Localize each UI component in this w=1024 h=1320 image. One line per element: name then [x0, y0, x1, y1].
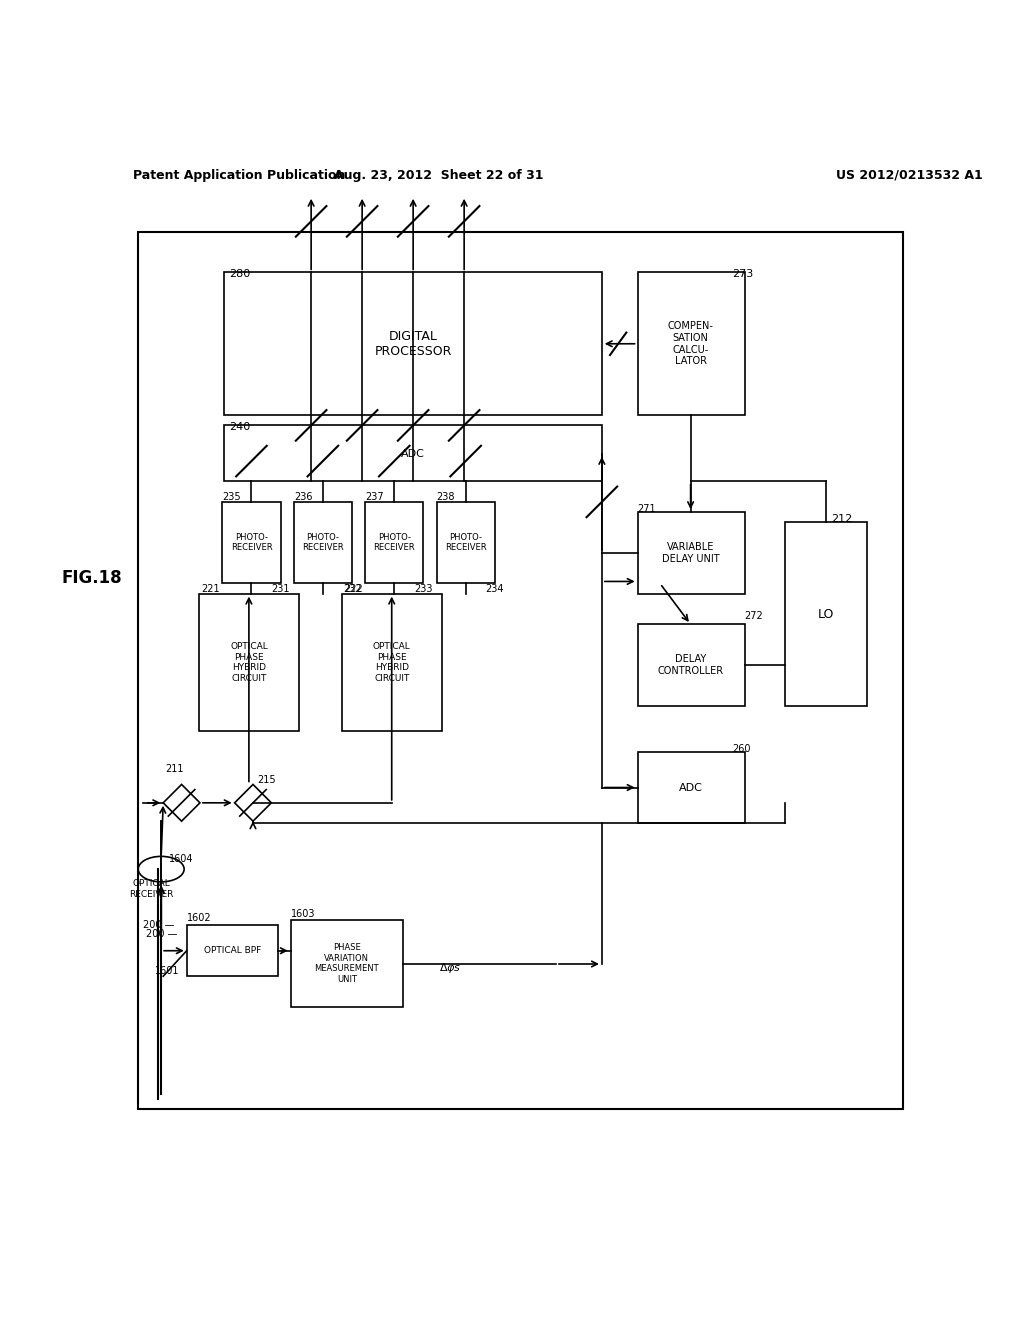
FancyBboxPatch shape — [224, 425, 602, 482]
FancyBboxPatch shape — [638, 752, 744, 824]
Text: 260: 260 — [732, 743, 751, 754]
Text: 234: 234 — [485, 583, 504, 594]
Text: 231: 231 — [271, 583, 290, 594]
Text: FIG.18: FIG.18 — [61, 569, 122, 587]
Text: 1601: 1601 — [155, 966, 179, 977]
FancyBboxPatch shape — [291, 920, 402, 1007]
Text: PHOTO-
RECEIVER: PHOTO- RECEIVER — [230, 533, 272, 552]
Text: PHOTO-
RECEIVER: PHOTO- RECEIVER — [374, 533, 415, 552]
Text: 238: 238 — [436, 492, 455, 502]
FancyBboxPatch shape — [224, 272, 602, 416]
FancyBboxPatch shape — [186, 925, 279, 977]
Text: 221: 221 — [201, 583, 219, 594]
Text: 1603: 1603 — [291, 909, 315, 919]
Text: 212: 212 — [831, 515, 853, 524]
Text: DELAY
CONTROLLER: DELAY CONTROLLER — [657, 655, 724, 676]
FancyBboxPatch shape — [638, 512, 744, 594]
Text: 200 —: 200 — — [145, 929, 177, 940]
Text: OPTICAL BPF: OPTICAL BPF — [204, 946, 261, 956]
Text: COMPEN-
SATION
CALCU-
LATOR: COMPEN- SATION CALCU- LATOR — [668, 321, 714, 366]
FancyBboxPatch shape — [342, 594, 441, 731]
Text: $\Delta\varphi s$: $\Delta\varphi s$ — [438, 961, 461, 975]
Text: ADC: ADC — [679, 783, 702, 792]
Text: 236: 236 — [294, 492, 312, 502]
Text: Patent Application Publication: Patent Application Publication — [133, 169, 345, 182]
Text: 232: 232 — [343, 583, 361, 594]
Text: 271: 271 — [638, 504, 656, 513]
Text: PHOTO-
RECEIVER: PHOTO- RECEIVER — [302, 533, 344, 552]
Text: 200 —: 200 — — [142, 920, 174, 931]
FancyBboxPatch shape — [366, 502, 423, 583]
Text: OPTICAL
RECEIVER: OPTICAL RECEIVER — [129, 879, 173, 899]
Text: PHOTO-
RECEIVER: PHOTO- RECEIVER — [444, 533, 486, 552]
Text: ADC: ADC — [401, 449, 425, 459]
Text: 222: 222 — [344, 583, 362, 594]
FancyBboxPatch shape — [137, 231, 903, 1109]
FancyBboxPatch shape — [199, 594, 299, 731]
Text: DIGITAL
PROCESSOR: DIGITAL PROCESSOR — [375, 330, 452, 358]
Text: 211: 211 — [165, 764, 183, 775]
Text: 233: 233 — [414, 583, 433, 594]
Text: LO: LO — [818, 607, 835, 620]
FancyBboxPatch shape — [222, 502, 281, 583]
FancyBboxPatch shape — [436, 502, 495, 583]
FancyBboxPatch shape — [638, 272, 744, 416]
Text: 1604: 1604 — [169, 854, 194, 865]
Text: US 2012/0213532 A1: US 2012/0213532 A1 — [837, 169, 983, 182]
Text: Aug. 23, 2012  Sheet 22 of 31: Aug. 23, 2012 Sheet 22 of 31 — [334, 169, 544, 182]
FancyBboxPatch shape — [638, 624, 744, 706]
Text: 215: 215 — [257, 775, 275, 785]
Text: OPTICAL
PHASE
HYBRID
CIRCUIT: OPTICAL PHASE HYBRID CIRCUIT — [230, 643, 268, 682]
Text: 1602: 1602 — [186, 913, 211, 923]
Text: 240: 240 — [229, 422, 251, 433]
FancyBboxPatch shape — [294, 502, 352, 583]
Text: 272: 272 — [744, 611, 764, 622]
Text: 235: 235 — [222, 492, 241, 502]
Text: 280: 280 — [229, 269, 251, 280]
Text: OPTICAL
PHASE
HYBRID
CIRCUIT: OPTICAL PHASE HYBRID CIRCUIT — [373, 643, 411, 682]
Text: VARIABLE
DELAY UNIT: VARIABLE DELAY UNIT — [662, 543, 720, 564]
FancyBboxPatch shape — [785, 523, 867, 706]
Text: 273: 273 — [732, 269, 754, 280]
Text: PHASE
VARIATION
MEASUREMENT
UNIT: PHASE VARIATION MEASUREMENT UNIT — [314, 944, 379, 983]
Text: 237: 237 — [366, 492, 384, 502]
